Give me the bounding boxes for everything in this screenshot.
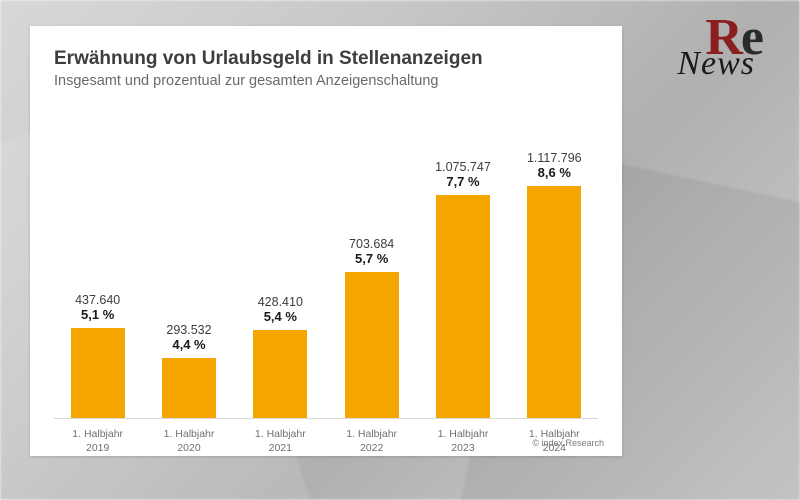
x-category-line1: 1. Halbjahr: [423, 427, 502, 441]
chart-credit: © index Research: [532, 438, 604, 448]
bar-labels: 703.6845,7 %: [349, 237, 394, 266]
chart-subtitle: Insgesamt und prozentual zur gesamten An…: [54, 73, 598, 89]
bar-percent-label: 5,7 %: [349, 251, 394, 266]
bar-labels: 1.075.7477,7 %: [435, 160, 491, 189]
x-category: 1. Halbjahr2021: [241, 427, 320, 455]
bar-percent-label: 5,4 %: [258, 309, 303, 324]
bar-column: 428.4105,4 %: [241, 295, 320, 419]
logo-news: News: [677, 51, 762, 77]
bar-value-label: 428.410: [258, 295, 303, 309]
x-axis-line: [54, 418, 598, 419]
bar: [527, 186, 581, 419]
chart-title: Erwähnung von Urlaubsgeld in Stellenanze…: [54, 48, 598, 70]
bar-percent-label: 5,1 %: [75, 307, 120, 322]
x-category-line2: 2020: [149, 441, 228, 455]
bar: [253, 330, 307, 419]
x-axis-labels: 1. Halbjahr20191. Halbjahr20201. Halbjah…: [54, 419, 598, 455]
bar-value-label: 293.532: [166, 323, 211, 337]
bar: [436, 195, 490, 419]
bar-column: 1.075.7477,7 %: [423, 160, 502, 419]
x-category-line2: 2021: [241, 441, 320, 455]
bar-percent-label: 4,4 %: [166, 337, 211, 352]
x-category-line2: 2023: [423, 441, 502, 455]
chart-card: Erwähnung von Urlaubsgeld in Stellenanze…: [30, 26, 622, 456]
bar-column: 1.117.7968,6 %: [515, 151, 594, 419]
bar-column: 703.6845,7 %: [332, 237, 411, 419]
x-category-line1: 1. Halbjahr: [58, 427, 137, 441]
x-category: 1. Halbjahr2023: [423, 427, 502, 455]
x-category-line1: 1. Halbjahr: [332, 427, 411, 441]
bar-column: 437.6405,1 %: [58, 293, 137, 419]
bar-value-label: 1.117.796: [527, 151, 582, 165]
bar-labels: 293.5324,4 %: [166, 323, 211, 352]
x-category-line2: 2019: [58, 441, 137, 455]
x-category-line1: 1. Halbjahr: [149, 427, 228, 441]
chart-plot-area: 437.6405,1 % 293.5324,4 % 428.4105,4 % 703.…: [54, 119, 598, 419]
bar-value-label: 703.684: [349, 237, 394, 251]
bar-labels: 428.4105,4 %: [258, 295, 303, 324]
x-category-line1: 1. Halbjahr: [241, 427, 320, 441]
bar-value-label: 1.075.747: [435, 160, 491, 174]
bar-percent-label: 7,7 %: [435, 174, 491, 189]
renews-logo: Re News: [705, 18, 762, 77]
bar-value-label: 437.640: [75, 293, 120, 307]
x-category: 1. Halbjahr2020: [149, 427, 228, 455]
bar: [345, 272, 399, 419]
x-category: 1. Halbjahr2022: [332, 427, 411, 455]
bar: [71, 328, 125, 419]
x-category: 1. Halbjahr2019: [58, 427, 137, 455]
bar-column: 293.5324,4 %: [149, 323, 228, 419]
bar: [162, 358, 216, 419]
bar-labels: 1.117.7968,6 %: [527, 151, 582, 180]
bar-labels: 437.6405,1 %: [75, 293, 120, 322]
bar-percent-label: 8,6 %: [527, 165, 582, 180]
x-category-line2: 2022: [332, 441, 411, 455]
